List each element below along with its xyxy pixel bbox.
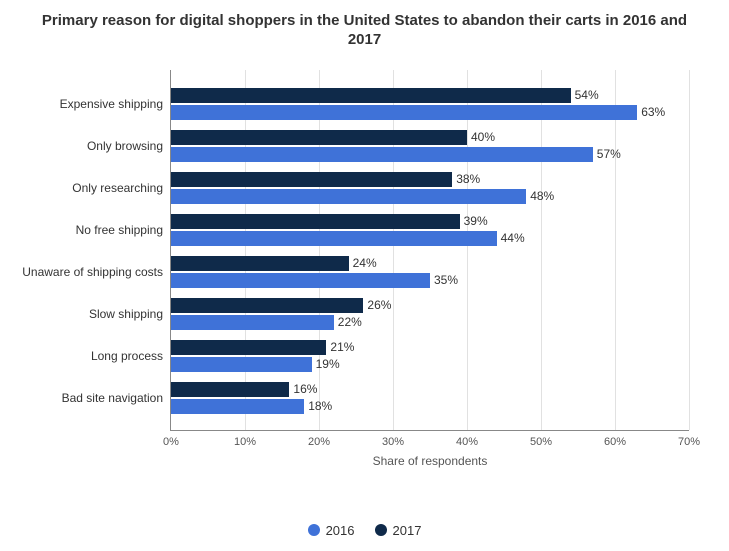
bar-value-label: 44% — [501, 231, 525, 245]
x-tick: 30% — [382, 436, 404, 448]
x-tick: 40% — [456, 436, 478, 448]
category-row: Expensive shipping54%63% — [171, 88, 689, 120]
category-row: Only researching38%48% — [171, 172, 689, 204]
legend-swatch — [308, 524, 320, 536]
bar-value-label: 22% — [338, 315, 362, 329]
bar-value-label: 26% — [367, 298, 391, 312]
legend-swatch — [375, 524, 387, 536]
bar: 21% — [171, 340, 326, 355]
x-tick: 60% — [604, 436, 626, 448]
gridline — [319, 70, 320, 430]
bar-value-label: 18% — [308, 399, 332, 413]
gridline — [467, 70, 468, 430]
bar: 16% — [171, 382, 289, 397]
category-label: No free shipping — [76, 223, 163, 237]
category-label: Expensive shipping — [60, 97, 163, 111]
category-label: Only researching — [72, 181, 163, 195]
bar-value-label: 63% — [641, 105, 665, 119]
category-row: No free shipping39%44% — [171, 214, 689, 246]
bar: 48% — [171, 189, 526, 204]
bar: 54% — [171, 88, 571, 103]
category-row: Only browsing40%57% — [171, 130, 689, 162]
category-row: Unaware of shipping costs24%35% — [171, 256, 689, 288]
gridline — [393, 70, 394, 430]
x-tick: 10% — [234, 436, 256, 448]
bar: 19% — [171, 357, 312, 372]
bar: 40% — [171, 130, 467, 145]
bar-value-label: 35% — [434, 273, 458, 287]
x-tick: 70% — [678, 436, 700, 448]
x-axis-label: Share of respondents — [373, 454, 488, 468]
bar: 63% — [171, 105, 637, 120]
category-row: Slow shipping26%22% — [171, 298, 689, 330]
bar: 18% — [171, 399, 304, 414]
category-label: Only browsing — [87, 139, 163, 153]
bar-value-label: 48% — [530, 189, 554, 203]
category-label: Unaware of shipping costs — [22, 265, 163, 279]
bar: 57% — [171, 147, 593, 162]
bar: 26% — [171, 298, 363, 313]
x-tick: 50% — [530, 436, 552, 448]
bar: 35% — [171, 273, 430, 288]
legend: 2016 2017 — [0, 523, 729, 542]
category-row: Long process21%19% — [171, 340, 689, 372]
legend-label: 2017 — [393, 523, 422, 538]
x-tick: 0% — [163, 436, 179, 448]
category-label: Long process — [91, 349, 163, 363]
gridline — [541, 70, 542, 430]
bar-value-label: 16% — [293, 382, 317, 396]
bar: 24% — [171, 256, 349, 271]
bar-value-label: 38% — [456, 172, 480, 186]
gridline — [689, 70, 690, 430]
chart-title: Primary reason for digital shoppers in t… — [0, 0, 729, 58]
gridline — [245, 70, 246, 430]
x-tick: 20% — [308, 436, 330, 448]
bar-value-label: 24% — [353, 256, 377, 270]
plot-area: Share of respondents 0%10%20%30%40%50%60… — [170, 70, 689, 431]
legend-label: 2016 — [326, 523, 355, 538]
bar: 39% — [171, 214, 460, 229]
category-label: Bad site navigation — [62, 391, 163, 405]
bar-value-label: 21% — [330, 340, 354, 354]
category-label: Slow shipping — [89, 307, 163, 321]
bar-value-label: 40% — [471, 130, 495, 144]
bar: 44% — [171, 231, 497, 246]
legend-item: 2017 — [375, 523, 422, 538]
bar-value-label: 39% — [464, 214, 488, 228]
bar: 22% — [171, 315, 334, 330]
gridline — [615, 70, 616, 430]
legend-item: 2016 — [308, 523, 355, 538]
chart-area: Share of respondents 0% 10% 20% 30% 40% 50% 60… — [0, 60, 729, 481]
bar-value-label: 57% — [597, 147, 621, 161]
bar: 38% — [171, 172, 452, 187]
bar-value-label: 19% — [316, 357, 340, 371]
bar-value-label: 54% — [575, 88, 599, 102]
category-row: Bad site navigation16%18% — [171, 382, 689, 414]
